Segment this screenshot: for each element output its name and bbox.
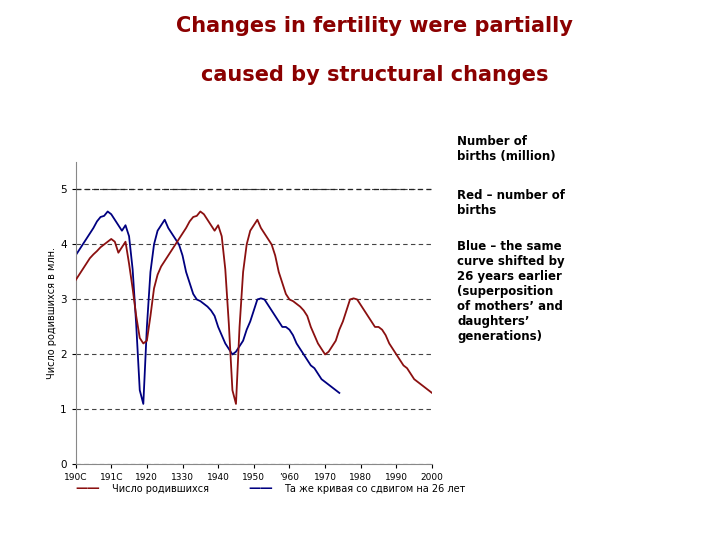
Text: Number of
births (million): Number of births (million) [457, 135, 556, 163]
Text: ——: —— [76, 482, 100, 495]
Y-axis label: Число родившихся в млн.: Число родившихся в млн. [48, 247, 57, 379]
Text: Red – number of
births: Red – number of births [457, 189, 565, 217]
Text: caused by structural changes: caused by structural changes [201, 65, 548, 85]
Text: Changes in fertility were partially: Changes in fertility were partially [176, 16, 573, 36]
Text: ——: —— [248, 482, 273, 495]
Text: Blue – the same
curve shifted by
26 years earlier
(superposition
of mothers’ and: Blue – the same curve shifted by 26 year… [457, 240, 564, 343]
Text: Та же кривая со сдвигом на 26 лет: Та же кривая со сдвигом на 26 лет [284, 484, 466, 494]
Text: Число родившихся: Число родившихся [112, 484, 209, 494]
